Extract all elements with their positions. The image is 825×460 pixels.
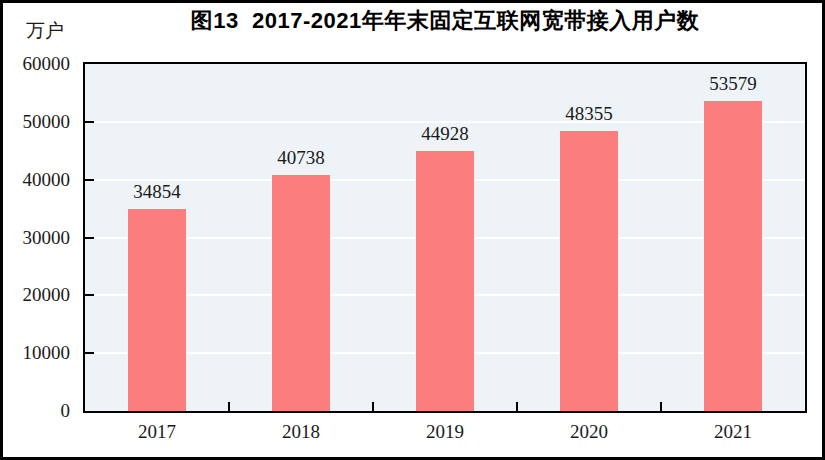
y-tick-30000 (85, 237, 94, 239)
y-axis-tick-label-40000: 40000 (0, 170, 70, 190)
bar-value-label-2017: 34854 (107, 182, 207, 202)
bar-2019 (416, 151, 474, 411)
y-axis-tick-label-60000: 60000 (0, 54, 70, 74)
plot-area: 34854 40738 44928 48355 53579 (83, 62, 807, 413)
y-axis-unit-label: 万户 (26, 18, 64, 44)
bar-2020 (560, 131, 618, 411)
figure-13-bar-chart: 图13 2017-2021年年末固定互联网宽带接入用户数 万户 34854 407… (0, 0, 825, 460)
x-axis-category-label-2021: 2021 (683, 421, 783, 443)
chart-title: 图13 2017-2021年年末固定互联网宽带接入用户数 (83, 6, 807, 36)
x-axis-category-label-2020: 2020 (539, 421, 639, 443)
y-tick-50000 (85, 121, 94, 123)
bar-2018 (272, 175, 330, 411)
bar-2017 (128, 209, 186, 411)
y-axis-tick-label-10000: 10000 (0, 343, 70, 363)
y-tick-10000 (85, 352, 94, 354)
bar-2021 (704, 101, 762, 411)
bar-value-label-2021: 53579 (683, 74, 783, 94)
x-tick-3 (516, 402, 518, 411)
x-tick-2 (372, 402, 374, 411)
y-axis-tick-label-0: 0 (0, 401, 70, 421)
y-tick-20000 (85, 294, 94, 296)
x-tick-4 (660, 402, 662, 411)
bar-value-label-2019: 44928 (395, 124, 495, 144)
y-tick-40000 (85, 179, 94, 181)
y-axis-tick-label-50000: 50000 (0, 112, 70, 132)
x-axis-category-label-2019: 2019 (395, 421, 495, 443)
x-axis-category-label-2017: 2017 (107, 421, 207, 443)
x-tick-1 (228, 402, 230, 411)
bar-value-label-2020: 48355 (539, 104, 639, 124)
x-axis-category-label-2018: 2018 (251, 421, 351, 443)
y-axis-tick-label-30000: 30000 (0, 228, 70, 248)
bar-value-label-2018: 40738 (251, 148, 351, 168)
y-axis-tick-label-20000: 20000 (0, 285, 70, 305)
